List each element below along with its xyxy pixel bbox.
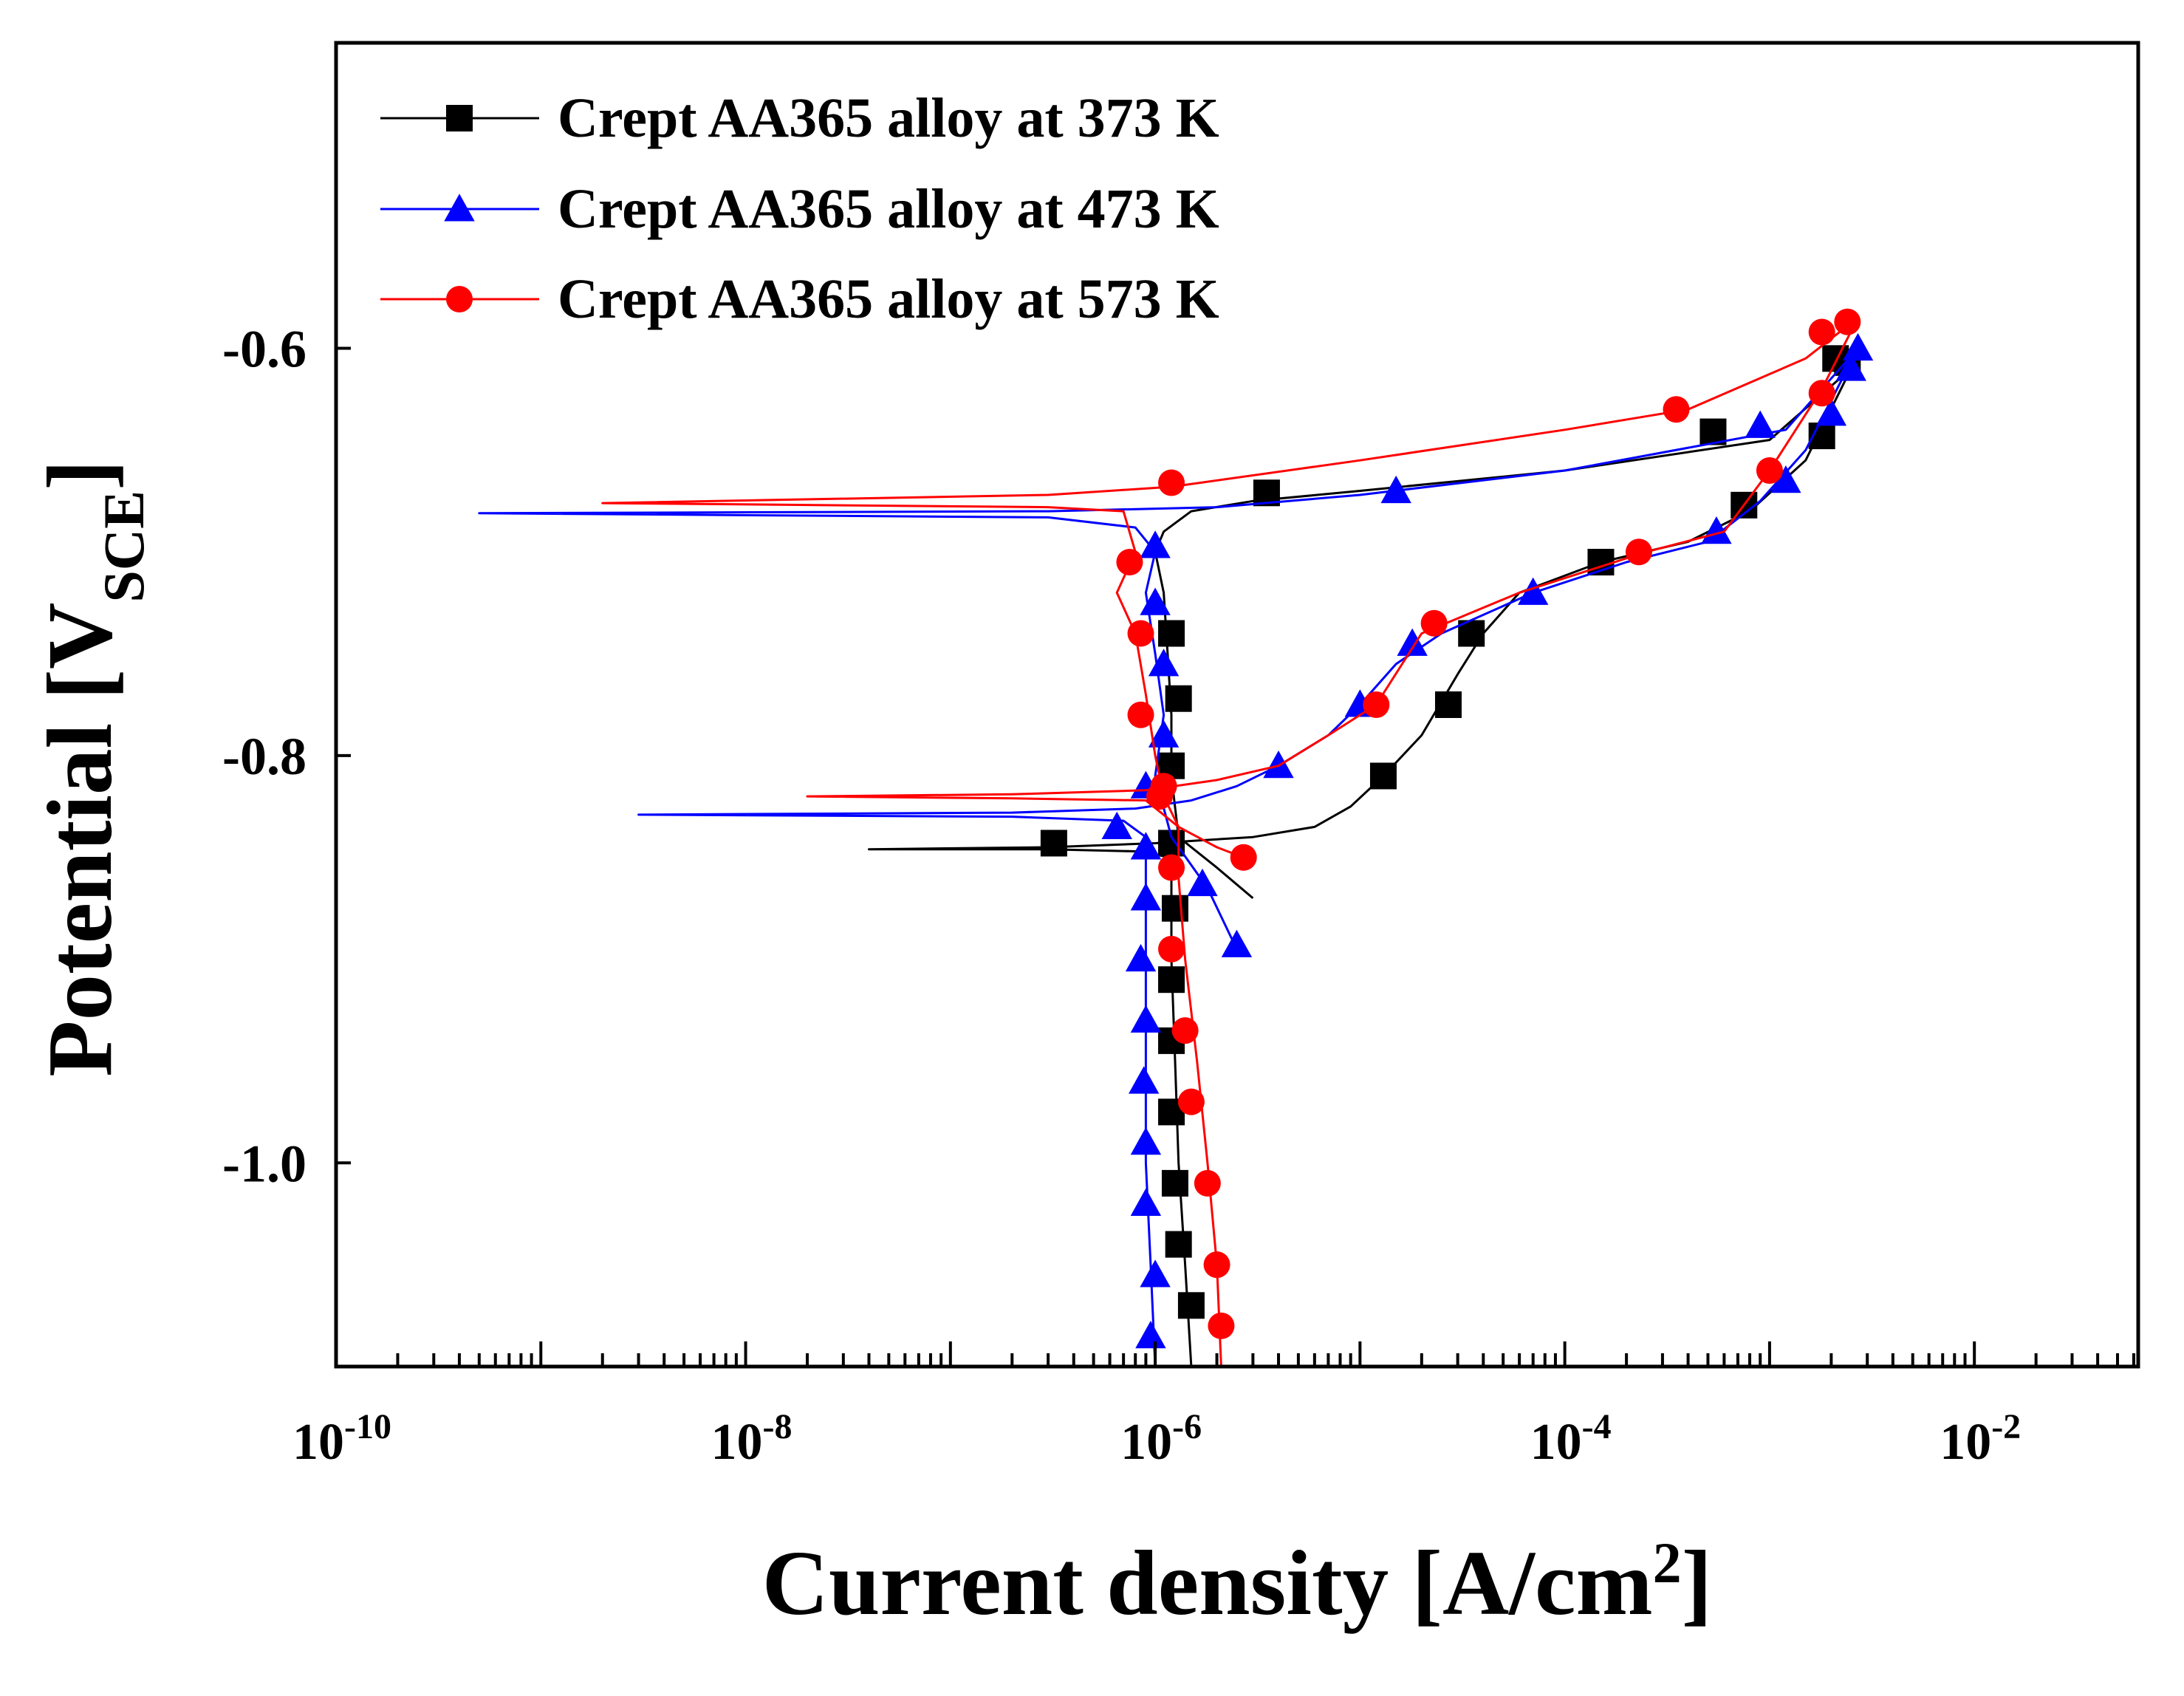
series-3-marker-8 — [1230, 844, 1257, 871]
series-2-marker-20 — [1397, 628, 1428, 656]
series-3-marker-14 — [1363, 691, 1390, 718]
series-2-marker-16 — [1140, 587, 1171, 615]
series-3-marker-6 — [1158, 935, 1185, 962]
series-3-marker-1 — [1208, 1312, 1235, 1339]
series-2-marker-18 — [1263, 750, 1294, 779]
legend-label-1: Crept AA365 alloy at 373 K — [558, 87, 1219, 149]
legend-marker-1 — [446, 105, 473, 131]
x-tick-label-3: 10-6 — [1120, 1407, 1202, 1471]
series-2-marker-2 — [1140, 1259, 1171, 1288]
x-axis-label-sup: 2 — [1653, 1531, 1682, 1595]
x-tick-label-1: 10-10 — [292, 1407, 391, 1471]
x-axis-label: Current density [A/cm2] — [762, 1531, 1713, 1635]
x-axis-label-main: Current density [A/cm — [762, 1533, 1653, 1635]
series-3-marker-2 — [1203, 1251, 1230, 1279]
y-tick-label-3: -1.0 — [222, 1134, 307, 1193]
series-3-line — [601, 316, 1859, 1367]
series-2-marker-3 — [1130, 1188, 1162, 1217]
series-2-line — [478, 347, 1859, 1367]
series-1-marker-1 — [1177, 1292, 1205, 1319]
series-2-marker-15 — [1148, 649, 1180, 677]
series-2-marker-12 — [1221, 929, 1253, 957]
x-tick-label-2: 10-8 — [711, 1407, 793, 1471]
series-2-marker-7 — [1125, 943, 1157, 972]
series-3-marker-5 — [1171, 1017, 1199, 1044]
series-3-marker-12 — [1127, 620, 1154, 647]
series-2-marker-28 — [1380, 475, 1411, 504]
legend-label-2: Crept AA365 alloy at 473 K — [558, 178, 1219, 240]
series-3-marker-22 — [1158, 469, 1185, 496]
series-1-marker-14 — [1434, 691, 1462, 718]
x-tick-base: 10 — [1530, 1414, 1582, 1471]
x-tick-base: 10 — [1120, 1414, 1172, 1471]
series-2-marker-5 — [1128, 1066, 1160, 1094]
legend-marker-2 — [444, 194, 475, 222]
series-2-marker-22 — [1701, 516, 1732, 544]
series-1-marker-6 — [1158, 966, 1185, 994]
series-2-marker-25 — [1835, 353, 1866, 381]
series-3-marker-17 — [1756, 457, 1783, 484]
series-3-marker-21 — [1663, 396, 1690, 423]
series-2-marker-17 — [1140, 530, 1171, 558]
series-2-marker-1 — [1135, 1320, 1166, 1349]
x-tick-label-4: 10-4 — [1530, 1407, 1612, 1471]
x-tick-base: 10 — [711, 1414, 763, 1471]
y-axis-label-sub: SCE — [92, 490, 156, 603]
x-tick-exponent: -6 — [1172, 1407, 1202, 1446]
axis-ticks: 10-10 10-8 10-6 10-4 10-2-0.6-0.8-1.0 — [222, 320, 2135, 1471]
series-3-marker-11 — [1127, 701, 1154, 728]
series-3-marker-7 — [1158, 854, 1185, 881]
plot-series — [478, 308, 1874, 1367]
x-tick-base: 10 — [1940, 1414, 1991, 1471]
y-tick-label-2: -0.8 — [222, 727, 307, 786]
x-tick-exponent: -4 — [1582, 1407, 1612, 1446]
series-1-marker-2 — [1165, 1231, 1192, 1258]
series-1-marker-12 — [1158, 620, 1185, 647]
series-3-marker-19 — [1808, 318, 1835, 346]
y-axis-label-end: ] — [30, 459, 131, 490]
x-tick-exponent: -2 — [1991, 1407, 2021, 1446]
series-3-marker-16 — [1625, 538, 1652, 566]
series-2-marker-6 — [1130, 1005, 1162, 1033]
series-2-marker-10 — [1101, 811, 1132, 839]
series-1-line — [868, 367, 1852, 1367]
x-tick-base: 10 — [292, 1414, 344, 1471]
x-axis-label-end: ] — [1682, 1533, 1713, 1635]
series-2-marker-24 — [1815, 398, 1847, 426]
series-3-marker-10 — [1150, 773, 1177, 800]
plot-area — [478, 308, 1874, 1367]
legend-marker-3 — [446, 286, 473, 312]
series-1-marker-3 — [1161, 1169, 1188, 1197]
series-1-marker-13 — [1369, 762, 1397, 790]
series-3-marker-20 — [1834, 308, 1861, 335]
series-1-marker-9 — [1040, 830, 1067, 857]
series-3-marker-4 — [1177, 1088, 1205, 1115]
series-2-marker-14 — [1148, 719, 1180, 748]
y-axis-label: Potential [VSCE] — [30, 459, 156, 1077]
series-2-marker-11 — [1187, 868, 1218, 897]
series-1-marker-11 — [1165, 685, 1192, 712]
x-tick-exponent: -10 — [344, 1407, 391, 1446]
series-3-marker-18 — [1808, 380, 1835, 407]
plot-frame — [334, 41, 2140, 1369]
series-2-marker-27 — [1745, 410, 1776, 438]
series-2-marker-23 — [1770, 465, 1801, 493]
series-3-marker-3 — [1194, 1169, 1221, 1197]
series-2-marker-21 — [1517, 577, 1549, 605]
legend-label-3: Crept AA365 alloy at 573 K — [558, 268, 1219, 330]
y-axis-label-main: Potential [V — [30, 603, 131, 1077]
y-tick-label-1: -0.6 — [222, 320, 307, 379]
series-2-marker-4 — [1130, 1127, 1162, 1155]
x-tick-label-5: 10-2 — [1940, 1407, 2021, 1471]
series-2-marker-8 — [1130, 883, 1162, 911]
series-1-marker-7 — [1161, 895, 1188, 922]
series-2-marker-26 — [1842, 332, 1874, 361]
legend: Crept AA365 alloy at 373 K Crept AA365 al… — [380, 87, 1219, 330]
series-3-marker-15 — [1420, 609, 1448, 637]
series-2-marker-9 — [1130, 832, 1162, 860]
x-tick-exponent: -8 — [763, 1407, 793, 1446]
series-3-marker-13 — [1116, 549, 1143, 576]
